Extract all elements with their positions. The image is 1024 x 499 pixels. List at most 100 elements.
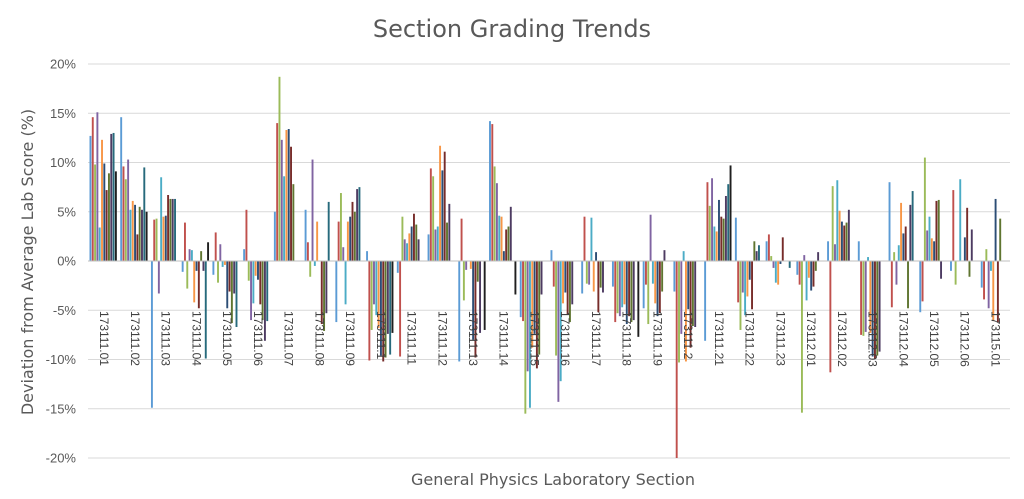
bar: [538, 261, 541, 355]
bar: [843, 225, 846, 261]
bar: [304, 209, 307, 261]
chart-title: Section Grading Trends: [373, 15, 651, 43]
bar: [933, 241, 936, 261]
bar: [122, 166, 125, 261]
bar: [772, 261, 775, 268]
bar: [857, 241, 860, 261]
bar: [814, 261, 817, 271]
bar: [124, 179, 127, 261]
x-tick-label: 173111.18: [620, 311, 634, 366]
bar: [498, 215, 501, 261]
bar: [734, 217, 737, 261]
bar: [230, 261, 233, 324]
bar: [344, 261, 347, 305]
bar: [162, 216, 165, 261]
bar: [897, 245, 900, 261]
bar: [911, 191, 914, 261]
bar: [562, 261, 564, 304]
bar: [952, 190, 955, 261]
bar: [552, 261, 555, 287]
bar: [474, 261, 477, 358]
x-tick-label: 173111.07: [282, 311, 296, 366]
bar: [812, 261, 815, 287]
bar: [127, 159, 130, 261]
bar: [779, 261, 782, 264]
bar: [566, 261, 569, 315]
bar: [342, 247, 345, 261]
bar: [514, 261, 517, 295]
bar: [711, 178, 714, 261]
bar: [675, 261, 678, 458]
bar: [540, 261, 543, 295]
bar: [379, 261, 382, 356]
bar: [708, 205, 711, 261]
bar: [233, 261, 236, 294]
bar: [673, 261, 676, 292]
bar: [337, 221, 340, 261]
bar: [571, 261, 574, 305]
bar: [860, 261, 863, 335]
bar: [921, 261, 924, 302]
bar: [770, 256, 773, 261]
bar: [968, 261, 971, 277]
bar: [448, 203, 451, 261]
x-tick-label: 173111.21: [712, 311, 726, 366]
bar: [252, 261, 255, 304]
bar: [645, 261, 647, 285]
bar: [755, 251, 758, 261]
bar: [160, 177, 163, 261]
bar: [713, 226, 716, 261]
bar: [136, 234, 139, 261]
bar: [963, 237, 966, 261]
bar: [684, 261, 687, 362]
bar: [727, 184, 730, 261]
bar: [581, 261, 584, 294]
bar: [535, 261, 538, 369]
bar: [138, 206, 141, 261]
bar: [429, 168, 432, 261]
bar: [869, 261, 872, 333]
bar: [737, 261, 740, 303]
bar: [276, 123, 279, 261]
bar: [748, 261, 751, 280]
bar: [446, 222, 448, 261]
bar: [157, 261, 160, 294]
bar: [625, 261, 628, 325]
bar: [890, 261, 893, 308]
bar: [410, 226, 413, 261]
bar: [687, 261, 690, 310]
x-tick-label: 173111.08: [312, 311, 326, 366]
bar: [434, 229, 437, 261]
x-tick-label: 173111.13: [466, 311, 480, 366]
bar: [188, 249, 191, 261]
bar: [259, 261, 262, 305]
bar: [278, 76, 281, 261]
bar: [327, 201, 330, 261]
y-tick-label: 15%: [50, 106, 76, 121]
bar: [599, 261, 602, 288]
x-tick-label: 173111.09: [343, 311, 357, 366]
bar: [235, 261, 238, 327]
bar: [323, 261, 326, 331]
bar: [373, 261, 375, 305]
bar: [564, 261, 567, 293]
x-tick-label: 173111.02: [128, 311, 142, 366]
bar: [788, 261, 791, 268]
y-tick-label: -5%: [53, 303, 77, 318]
x-tick-label: 173111.03: [159, 311, 173, 366]
bar: [155, 218, 158, 261]
bar: [153, 219, 156, 261]
bar: [618, 261, 621, 317]
bar: [767, 234, 770, 261]
bar: [193, 261, 196, 303]
bar: [114, 171, 117, 261]
y-tick-label: 20%: [50, 57, 76, 72]
bar: [141, 209, 143, 261]
bar: [724, 195, 727, 261]
bar: [465, 261, 468, 270]
bar: [990, 261, 992, 271]
bar: [765, 241, 768, 261]
bar: [838, 210, 841, 261]
bar: [919, 261, 922, 313]
